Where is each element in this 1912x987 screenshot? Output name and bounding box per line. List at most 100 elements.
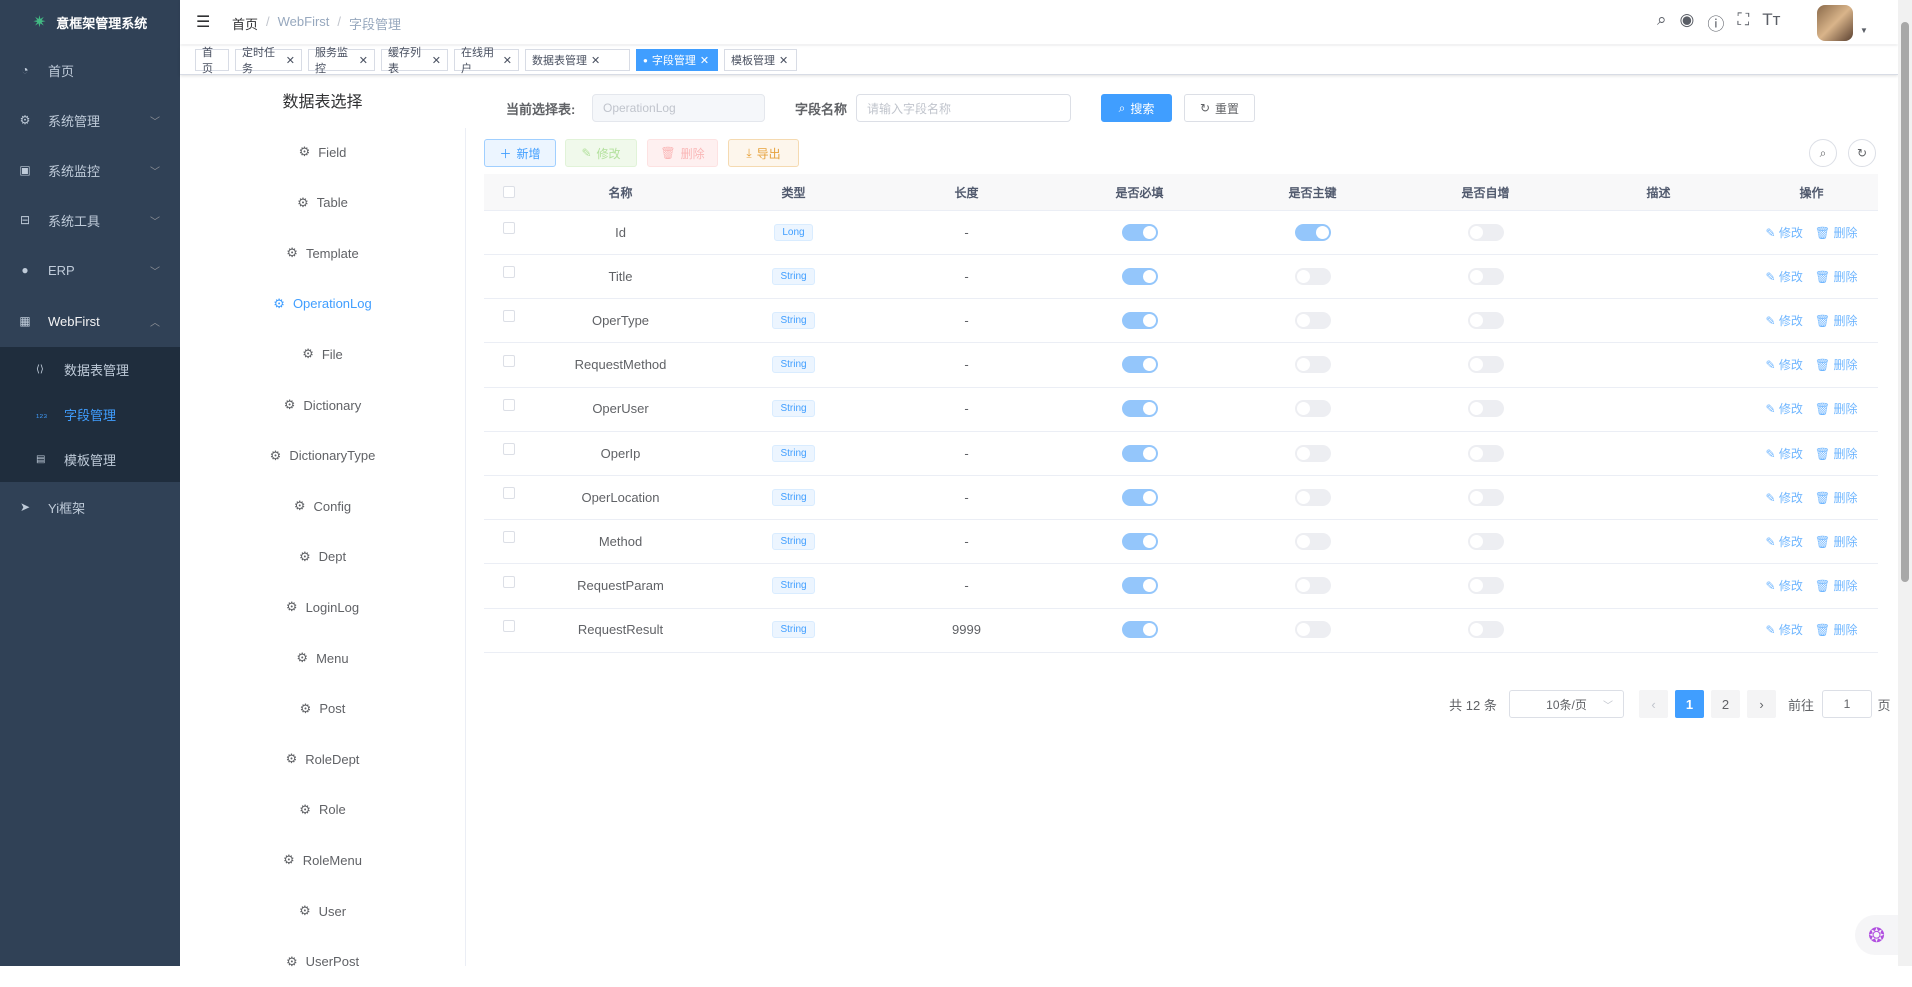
identity-switch[interactable] bbox=[1467, 621, 1504, 639]
table-list-item[interactable]: ⚙ Field bbox=[180, 127, 465, 177]
sidebar-item-4[interactable]: ● ERP ﹀ bbox=[0, 245, 180, 295]
row-edit-button[interactable]: ✎ 修改 bbox=[1765, 269, 1803, 284]
sidebar-item-2[interactable]: ▣ 系统监控 ﹀ bbox=[0, 145, 180, 195]
primary-switch[interactable] bbox=[1294, 356, 1331, 374]
scrollbar[interactable] bbox=[1898, 0, 1912, 966]
breadcrumb-webfirst[interactable]: WebFirst bbox=[277, 14, 330, 29]
row-edit-button[interactable]: ✎ 修改 bbox=[1765, 402, 1803, 417]
export-button[interactable]: ⤓ 导出 bbox=[728, 139, 799, 167]
row-delete-button[interactable]: 🗑 删除 bbox=[1814, 402, 1858, 417]
row-checkbox[interactable] bbox=[484, 519, 534, 563]
row-checkbox[interactable] bbox=[484, 254, 534, 298]
close-icon[interactable]: ✕ bbox=[502, 54, 512, 67]
row-checkbox[interactable] bbox=[484, 431, 534, 475]
select-all-checkbox[interactable] bbox=[484, 174, 534, 210]
primary-switch[interactable] bbox=[1294, 577, 1331, 595]
primary-switch[interactable] bbox=[1294, 311, 1331, 329]
sidebar-subitem-0[interactable]: ⟨⟩ 数据表管理 bbox=[0, 347, 180, 392]
row-delete-button[interactable]: 🗑 删除 bbox=[1814, 225, 1858, 240]
toggle-search-button[interactable]: ⌕ bbox=[1809, 139, 1837, 167]
scrollbar-thumb[interactable] bbox=[1901, 22, 1909, 582]
tag-2[interactable]: 服务监控 ✕ bbox=[308, 47, 375, 75]
font-size-icon[interactable]: Tт bbox=[1762, 10, 1781, 29]
table-list-item[interactable]: ⚙ File bbox=[180, 329, 465, 379]
caret-down-icon[interactable]: ▼ bbox=[1860, 26, 1868, 35]
table-list-item[interactable]: ⚙ UserPost bbox=[180, 937, 465, 987]
identity-switch[interactable] bbox=[1467, 356, 1504, 374]
row-edit-button[interactable]: ✎ 修改 bbox=[1765, 623, 1803, 638]
row-checkbox[interactable] bbox=[484, 564, 534, 608]
row-delete-button[interactable]: 🗑 删除 bbox=[1814, 358, 1858, 373]
tag-6[interactable]: ● 字段管理 ✕ bbox=[636, 49, 718, 71]
close-icon[interactable]: ✕ bbox=[779, 54, 789, 67]
table-list-item[interactable]: ⚙ OperationLog bbox=[180, 279, 465, 329]
github-icon[interactable]: ◉ bbox=[1679, 10, 1695, 29]
table-list-item[interactable]: ⚙ Menu bbox=[180, 633, 465, 683]
hamburger-icon[interactable]: ☰ bbox=[196, 14, 211, 31]
row-checkbox[interactable] bbox=[484, 298, 534, 342]
sidebar-item-3[interactable]: ⊟ 系统工具 ﹀ bbox=[0, 195, 180, 245]
table-list-item[interactable]: ⚙ Dept bbox=[180, 532, 465, 582]
row-edit-button[interactable]: ✎ 修改 bbox=[1765, 446, 1803, 461]
sidebar-item-1[interactable]: ⚙ 系统管理 ﹀ bbox=[0, 95, 180, 145]
primary-switch[interactable] bbox=[1294, 621, 1331, 639]
reset-button[interactable]: ↻ 重置 bbox=[1184, 94, 1255, 122]
field-name-input[interactable]: 请输入字段名称 bbox=[856, 94, 1071, 122]
help-icon[interactable]: ⓘ bbox=[1707, 15, 1725, 34]
sidebar-item-5[interactable]: ▦ WebFirst ︿ bbox=[0, 296, 180, 346]
row-delete-button[interactable]: 🗑 删除 bbox=[1814, 490, 1858, 505]
required-switch[interactable] bbox=[1121, 356, 1158, 374]
add-button[interactable]: ＋ 新增 bbox=[484, 139, 556, 167]
page-size-select[interactable]: 10条/页 ﹀ bbox=[1509, 690, 1624, 718]
primary-switch[interactable] bbox=[1294, 488, 1331, 506]
edit-button[interactable]: ✎ 修改 bbox=[565, 139, 637, 167]
fullscreen-icon[interactable]: ⛶ bbox=[1737, 10, 1750, 29]
table-list-item[interactable]: ⚙ Post bbox=[180, 684, 465, 734]
sidebar-item-yi[interactable]: ➤ Yi框架 bbox=[0, 482, 180, 532]
row-delete-button[interactable]: 🗑 删除 bbox=[1814, 446, 1858, 461]
primary-switch[interactable] bbox=[1294, 267, 1331, 285]
next-page-button[interactable]: › bbox=[1747, 690, 1776, 718]
row-delete-button[interactable]: 🗑 删除 bbox=[1814, 534, 1858, 549]
tag-7[interactable]: 模板管理 ✕ bbox=[724, 49, 797, 71]
close-icon[interactable]: ✕ bbox=[431, 54, 441, 67]
search-button[interactable]: ⌕ 搜索 bbox=[1101, 94, 1172, 122]
table-list-item[interactable]: ⚙ User bbox=[180, 886, 465, 936]
close-icon[interactable]: ✕ bbox=[358, 54, 368, 67]
required-switch[interactable] bbox=[1121, 577, 1158, 595]
required-switch[interactable] bbox=[1121, 621, 1158, 639]
required-switch[interactable] bbox=[1121, 444, 1158, 462]
row-delete-button[interactable]: 🗑 删除 bbox=[1814, 623, 1858, 638]
table-list-item[interactable]: ⚙ RoleMenu bbox=[180, 835, 465, 885]
required-switch[interactable] bbox=[1121, 532, 1158, 550]
search-icon[interactable]: ⌕ bbox=[1657, 10, 1667, 29]
row-edit-button[interactable]: ✎ 修改 bbox=[1765, 358, 1803, 373]
tag-1[interactable]: 定时任务 ✕ bbox=[235, 47, 302, 75]
assistant-brain-icon[interactable]: ❂ bbox=[1855, 915, 1898, 955]
table-list-item[interactable]: ⚙ Role bbox=[180, 785, 465, 835]
table-list-item[interactable]: ⚙ DictionaryType bbox=[180, 431, 465, 481]
identity-switch[interactable] bbox=[1467, 311, 1504, 329]
sidebar-item-0[interactable]: ◔ 首页 bbox=[0, 45, 180, 95]
close-icon[interactable]: ✕ bbox=[699, 54, 710, 67]
row-checkbox[interactable] bbox=[484, 210, 534, 254]
table-list-item[interactable]: ⚙ Dictionary bbox=[180, 380, 465, 430]
identity-switch[interactable] bbox=[1467, 532, 1504, 550]
breadcrumb-home[interactable]: 首页 bbox=[232, 17, 259, 32]
row-edit-button[interactable]: ✎ 修改 bbox=[1765, 579, 1803, 594]
row-delete-button[interactable]: 🗑 删除 bbox=[1814, 579, 1858, 594]
table-list-item[interactable]: ⚙ Template bbox=[180, 228, 465, 278]
logo[interactable]: ✷ 意框架管理系统 bbox=[0, 0, 180, 44]
table-list-item[interactable]: ⚙ Table bbox=[180, 178, 465, 228]
row-edit-button[interactable]: ✎ 修改 bbox=[1765, 313, 1803, 328]
row-edit-button[interactable]: ✎ 修改 bbox=[1765, 534, 1803, 549]
tag-3[interactable]: 缓存列表 ✕ bbox=[381, 47, 448, 75]
identity-switch[interactable] bbox=[1467, 488, 1504, 506]
avatar[interactable] bbox=[1817, 5, 1853, 41]
row-delete-button[interactable]: 🗑 删除 bbox=[1814, 269, 1858, 284]
table-list-item[interactable]: ⚙ RoleDept bbox=[180, 734, 465, 784]
close-icon[interactable]: ✕ bbox=[285, 54, 295, 67]
close-icon[interactable]: ✕ bbox=[591, 54, 601, 67]
row-checkbox[interactable] bbox=[484, 387, 534, 431]
row-edit-button[interactable]: ✎ 修改 bbox=[1765, 225, 1803, 240]
